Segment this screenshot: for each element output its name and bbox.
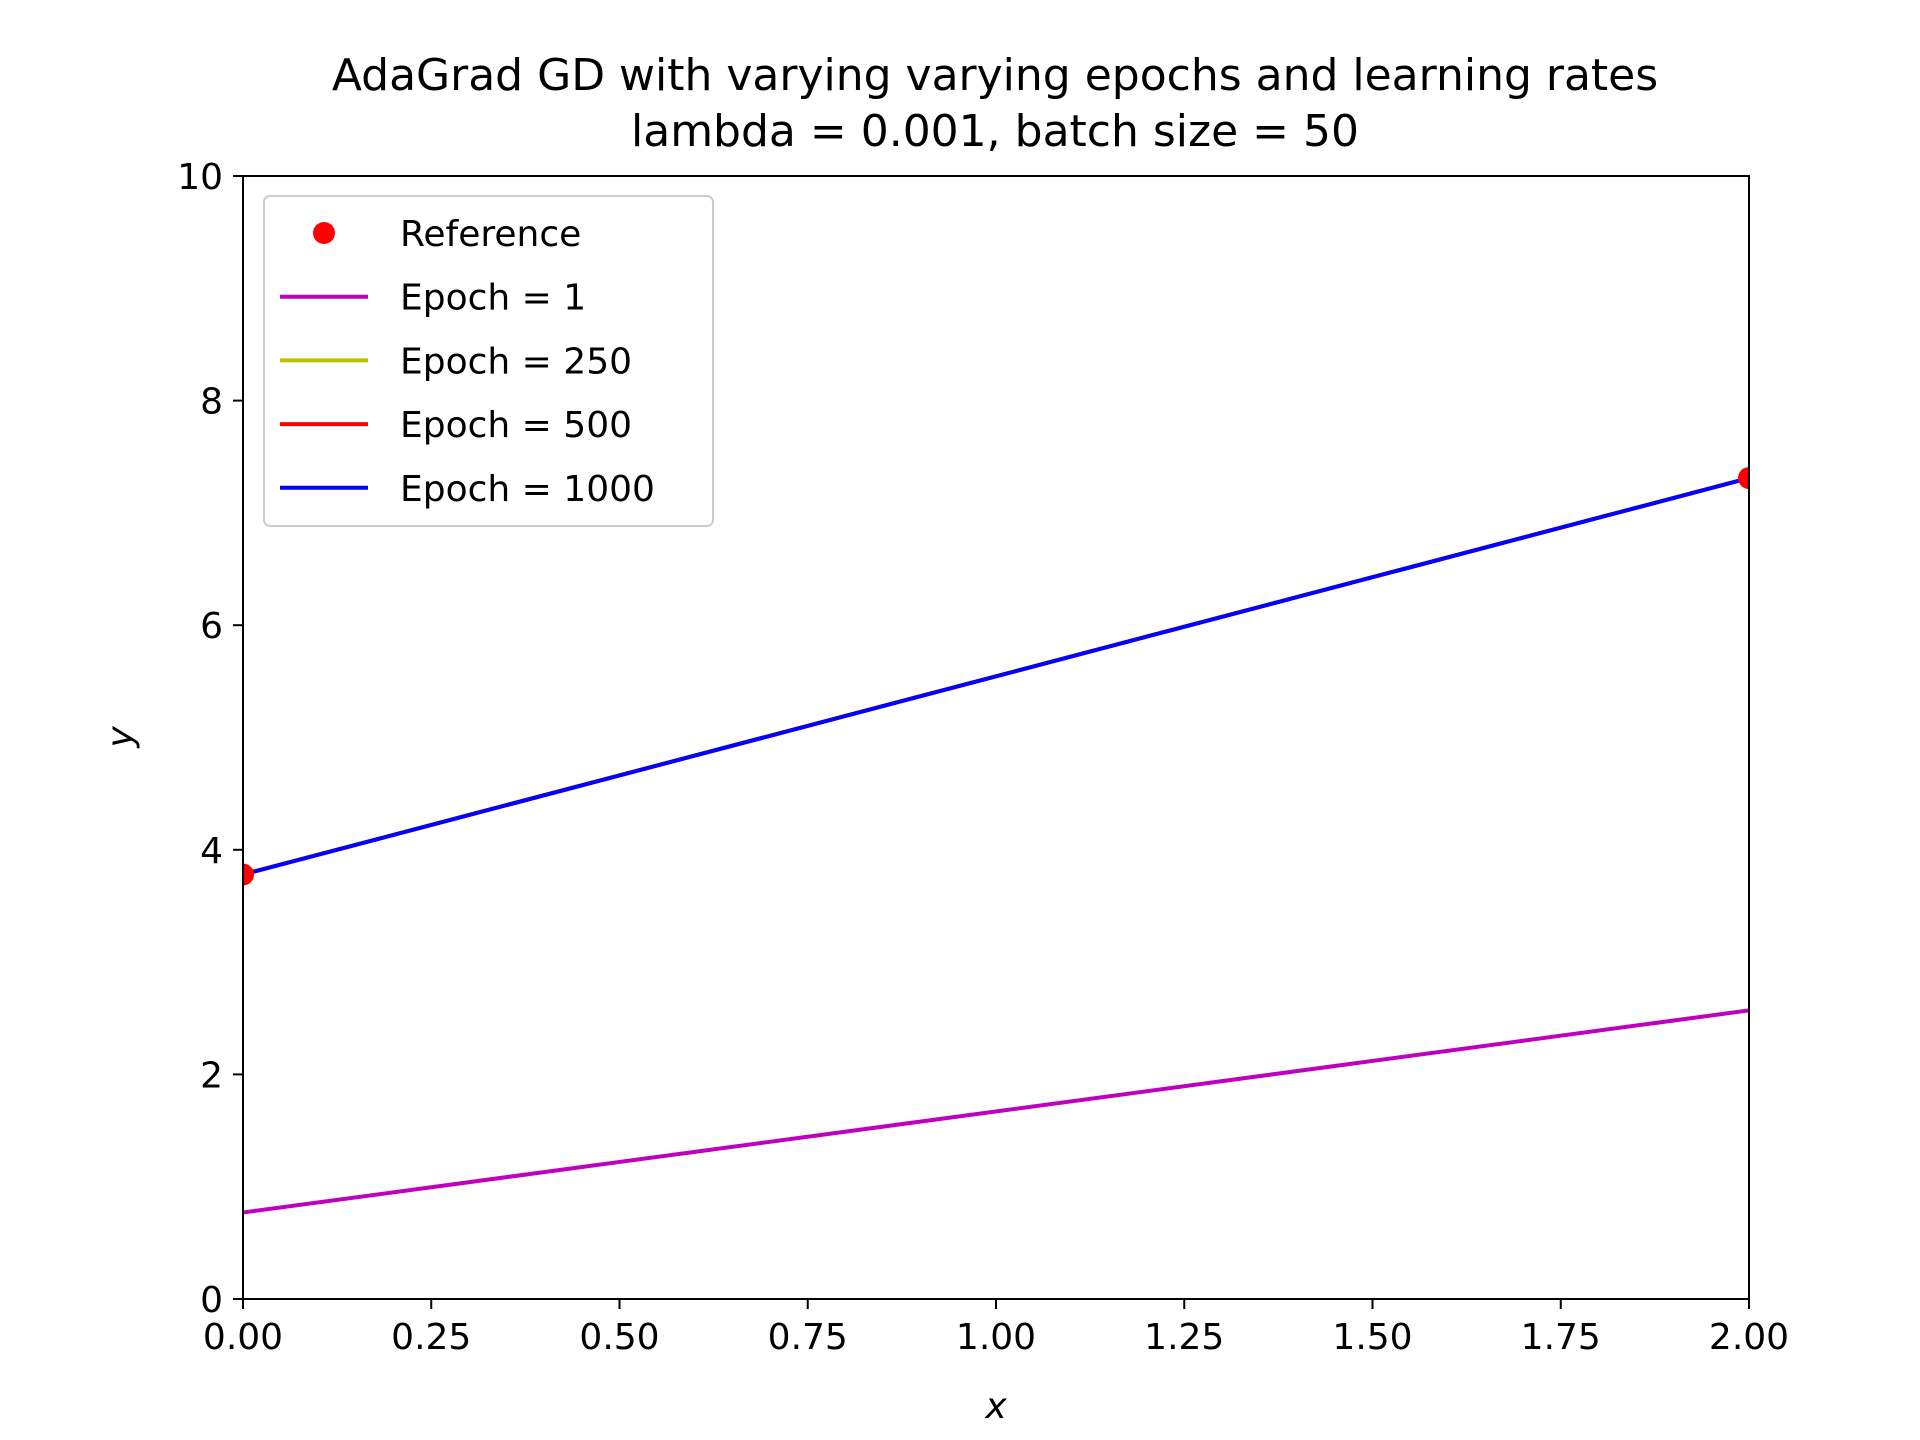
legend-label: Epoch = 1 bbox=[400, 278, 586, 319]
x-tick-label: 2.00 bbox=[1709, 1317, 1789, 1358]
legend: Reference Epoch = 1 Epoch = 250 Epoch = 500… bbox=[263, 195, 714, 527]
y-tick-label: 6 bbox=[200, 606, 223, 647]
y-axis-label: y bbox=[100, 726, 141, 749]
legend-marker bbox=[313, 222, 335, 244]
x-axis-ticks: 0.00 0.25 0.50 0.75 1.00 1.25 1.50 1.75 2.00 bbox=[203, 1299, 1789, 1358]
x-tick-label: 0.50 bbox=[579, 1317, 659, 1358]
reference-markers bbox=[243, 467, 1749, 886]
x-tick-label: 1.25 bbox=[1144, 1317, 1224, 1358]
y-tick-label: 8 bbox=[200, 382, 223, 423]
y-axis-ticks: 0 2 4 6 8 10 bbox=[177, 157, 243, 1321]
x-tick-label: 1.50 bbox=[1332, 1317, 1412, 1358]
legend-label: Reference bbox=[400, 214, 581, 255]
legend-entry-1: Reference bbox=[313, 214, 581, 255]
legend-label: Epoch = 1000 bbox=[400, 469, 655, 510]
series-layer bbox=[243, 476, 1749, 1215]
legend-entries: Reference Epoch = 1 Epoch = 250 Epoch = 500… bbox=[280, 214, 655, 510]
legend-entry-5: Epoch = 1000 bbox=[280, 469, 655, 510]
x-tick-label: 1.00 bbox=[956, 1317, 1036, 1358]
x-tick-label: 0.25 bbox=[391, 1317, 471, 1358]
y-tick-label: 10 bbox=[177, 157, 223, 198]
series-line-4 bbox=[243, 476, 1749, 877]
reference-point-1 bbox=[243, 863, 254, 886]
x-tick-label: 0.00 bbox=[203, 1317, 283, 1358]
y-tick-label: 0 bbox=[200, 1280, 223, 1321]
legend-entry-2: Epoch = 1 bbox=[280, 278, 586, 319]
chart-title: AdaGrad GD with varying varying epochs a… bbox=[332, 50, 1658, 101]
reference-point-2 bbox=[1738, 467, 1749, 490]
y-tick-label: 4 bbox=[200, 831, 223, 872]
x-tick-label: 1.75 bbox=[1521, 1317, 1601, 1358]
legend-label: Epoch = 500 bbox=[400, 405, 632, 446]
legend-label: Epoch = 250 bbox=[400, 341, 632, 382]
chart-subtitle: lambda = 0.001, batch size = 50 bbox=[631, 106, 1359, 157]
series-line-1 bbox=[243, 1008, 1749, 1215]
x-axis-label: x bbox=[984, 1386, 1007, 1427]
x-tick-label: 0.75 bbox=[768, 1317, 848, 1358]
legend-entry-3: Epoch = 250 bbox=[280, 341, 632, 382]
legend-frame bbox=[263, 195, 714, 527]
y-tick-label: 2 bbox=[200, 1055, 223, 1096]
legend-entry-4: Epoch = 500 bbox=[280, 405, 632, 446]
